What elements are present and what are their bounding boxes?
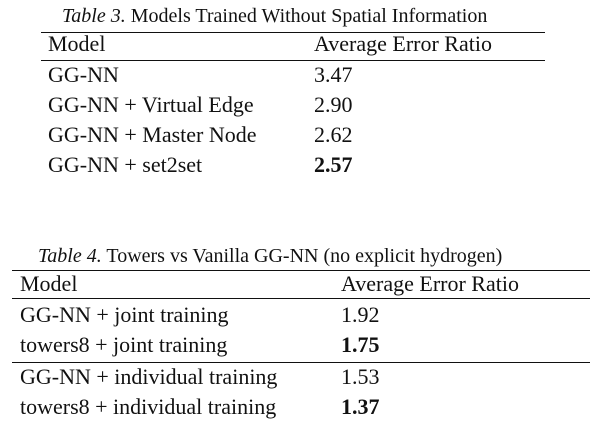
table4-row-model: GG-NN + joint training [20, 302, 229, 327]
table3-header-model: Model [48, 31, 106, 56]
table4-top-rule [12, 270, 590, 271]
table4-caption-label: Table 4. [38, 245, 102, 267]
table4-row-value: 1.92 [341, 302, 380, 327]
table3-row-value: 2.62 [314, 122, 353, 147]
table3-top-rule [41, 32, 545, 33]
table3-caption-text: Models Trained Without Spatial Informati… [130, 5, 488, 27]
table4-row-model: towers8 + joint training [20, 332, 228, 357]
table3-caption: Table 3. Models Trained Without Spatial … [62, 6, 487, 26]
table4-header-rule [12, 298, 590, 299]
table3-header-rule [41, 60, 545, 61]
table4-row-value: 1.53 [341, 364, 380, 389]
table4-group-rule [12, 362, 590, 363]
table3-row-value-best: 2.57 [314, 152, 353, 177]
table4-caption: Table 4. Towers vs Vanilla GG-NN (no exp… [38, 246, 502, 266]
table4-caption-text: Towers vs Vanilla GG-NN (no explicit hyd… [106, 245, 503, 267]
table4-row-model: GG-NN + individual training [20, 364, 278, 389]
table3-row-model: GG-NN + Virtual Edge [48, 92, 254, 117]
table3-row-value: 2.90 [314, 92, 353, 117]
table4-row-value-best: 1.75 [341, 332, 380, 357]
table3-row-value: 3.47 [314, 62, 353, 87]
table4-row-model: towers8 + individual training [20, 394, 277, 419]
table3-row-model: GG-NN + Master Node [48, 122, 257, 147]
table4-row-value-best: 1.37 [341, 394, 380, 419]
table3-row-model: GG-NN + set2set [48, 152, 203, 177]
table3-header-error: Average Error Ratio [314, 31, 492, 56]
table3-caption-label: Table 3. [62, 5, 126, 27]
table3-row-model: GG-NN [48, 62, 119, 87]
table4-header-model: Model [20, 271, 78, 296]
table4-header-error: Average Error Ratio [341, 271, 519, 296]
